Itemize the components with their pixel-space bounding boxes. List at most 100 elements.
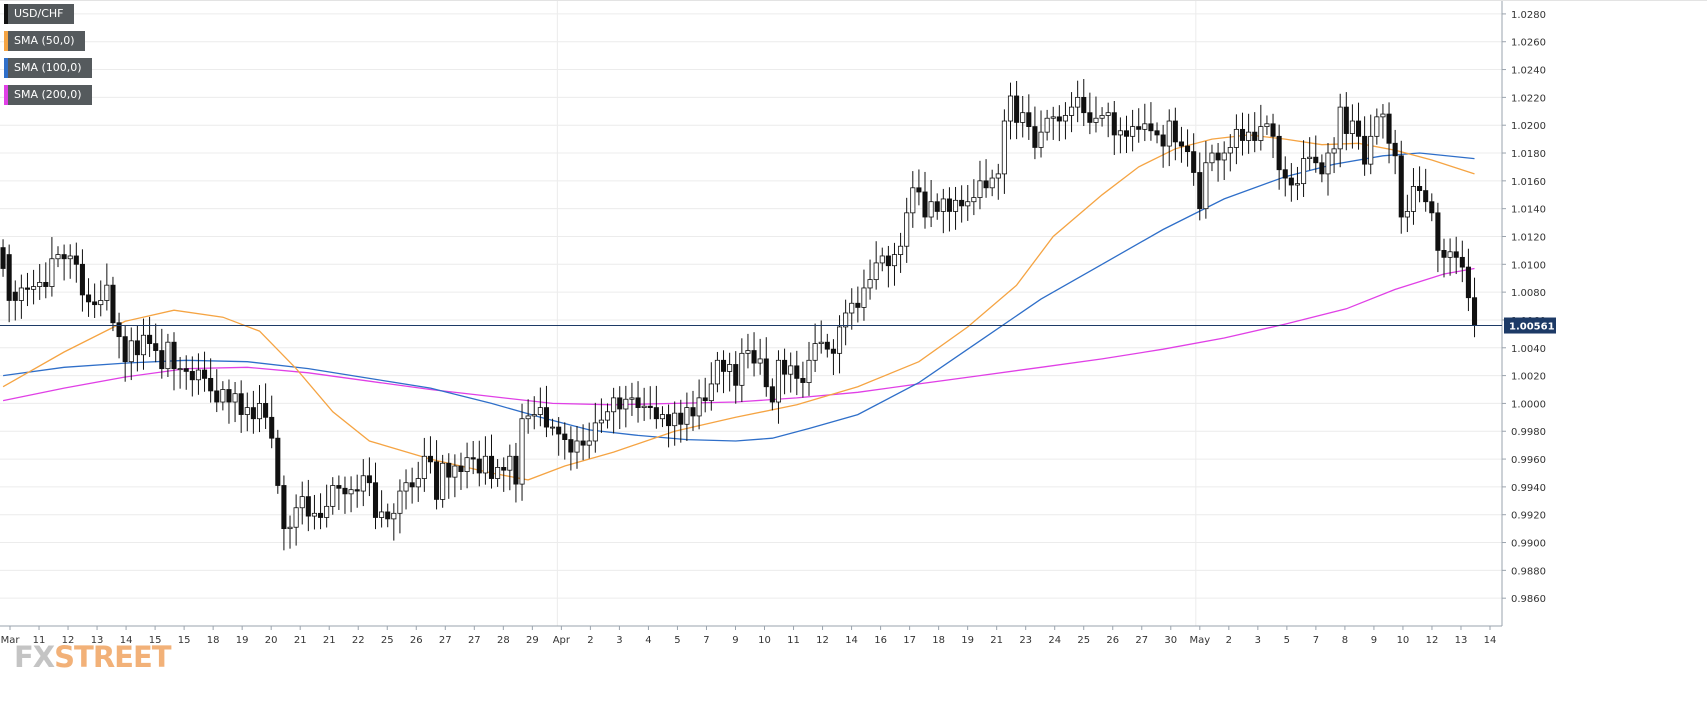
candle-body <box>305 496 311 517</box>
x-tick-label: 12 <box>62 635 75 646</box>
candle-body <box>293 507 299 528</box>
candle-body <box>904 212 910 247</box>
candle-body <box>727 364 733 372</box>
legend-item-sma50[interactable]: SMA (50,0) <box>4 31 85 51</box>
candle-body <box>934 201 940 212</box>
candle-body <box>195 369 201 381</box>
candle-body <box>849 302 855 314</box>
candle-body <box>49 258 55 287</box>
candle-body <box>971 197 977 203</box>
candle-body <box>1105 112 1111 116</box>
x-tick-label: 13 <box>1455 635 1468 646</box>
legend-label-sma200: SMA (200,0) <box>14 88 82 101</box>
candle-body <box>1270 123 1276 137</box>
x-tick-label: 5 <box>1284 635 1290 646</box>
x-tick-label: Mar <box>1 635 21 646</box>
candle-body <box>183 368 189 372</box>
candle-body <box>318 512 324 518</box>
candle-body <box>1020 112 1026 123</box>
candle-body <box>757 358 763 364</box>
candle-body <box>391 512 397 520</box>
x-tick-label: 18 <box>932 635 945 646</box>
candle-body <box>659 414 666 420</box>
candle-body <box>836 326 843 354</box>
candle-body <box>1075 96 1081 108</box>
legend-swatch-usdchf <box>4 4 8 24</box>
y-tick-label: 1.0100 <box>1511 260 1546 271</box>
candle-body <box>855 302 861 308</box>
candle-body <box>1142 123 1148 130</box>
candle-body <box>1368 135 1374 165</box>
candle-body <box>891 254 898 267</box>
candle-body <box>598 419 604 424</box>
candle-body <box>1453 251 1459 258</box>
candle-body <box>586 440 592 446</box>
candle-body <box>24 287 31 290</box>
candle-body <box>415 478 421 488</box>
candle-body <box>18 287 24 301</box>
candle-body <box>98 300 104 306</box>
candle-body <box>495 467 501 479</box>
candle-body <box>122 336 128 363</box>
x-tick-label: May <box>1189 635 1210 646</box>
candle-body <box>165 341 171 370</box>
candle-body <box>61 254 67 260</box>
y-tick-label: 1.0240 <box>1511 66 1546 77</box>
legend-swatch-sma100 <box>4 58 8 78</box>
candle-body <box>1239 128 1246 141</box>
x-tick-label: 14 <box>845 635 858 646</box>
candle-body <box>1014 95 1020 123</box>
x-tick-label: 13 <box>91 635 104 646</box>
x-tick-label: 9 <box>732 635 738 646</box>
candle-body <box>1343 106 1349 134</box>
current-price-badge <box>1504 317 1556 334</box>
candle-body <box>867 279 873 289</box>
candle-body <box>733 364 739 386</box>
legend-item-usdchf[interactable]: USD/CHF <box>4 4 74 24</box>
legend-swatch-sma200 <box>4 85 8 105</box>
candle-body <box>1221 152 1227 161</box>
x-tick-label: 25 <box>381 635 394 646</box>
y-tick-label: 0.9920 <box>1511 511 1546 522</box>
y-tick-label: 1.0200 <box>1511 121 1546 132</box>
candle-body <box>342 487 348 495</box>
x-tick-label: 21 <box>294 635 307 646</box>
candle-body <box>1026 112 1032 127</box>
candle-body <box>818 341 824 345</box>
candle-body <box>476 458 482 474</box>
x-tick-label: 19 <box>961 635 974 646</box>
candle-body <box>1007 95 1014 122</box>
x-tick-label: 7 <box>1313 635 1319 646</box>
x-tick-label: 11 <box>787 635 800 646</box>
y-tick-label: 0.9880 <box>1511 566 1546 577</box>
x-tick-label: 17 <box>903 635 916 646</box>
candle-body <box>1380 113 1386 118</box>
x-tick-label: 15 <box>149 635 162 646</box>
legend-item-sma100[interactable]: SMA (100,0) <box>4 58 92 78</box>
candle-body <box>800 377 806 383</box>
chart-legend: USD/CHF SMA (50,0) SMA (100,0) SMA (200,… <box>4 4 92 112</box>
y-tick-label: 1.0000 <box>1511 399 1546 410</box>
candle-body <box>861 287 867 308</box>
candle-body <box>1136 126 1142 130</box>
y-tick-label: 1.0040 <box>1511 344 1546 355</box>
legend-item-sma200[interactable]: SMA (200,0) <box>4 85 92 105</box>
candle-body <box>812 343 818 361</box>
candle-body <box>1301 158 1307 185</box>
x-tick-label: 14 <box>1484 635 1497 646</box>
candle-body <box>360 475 366 492</box>
x-tick-label: 15 <box>178 635 191 646</box>
candle-body <box>134 340 140 356</box>
candle-body <box>330 485 336 507</box>
candle-body <box>708 383 714 402</box>
candle-body <box>488 455 495 479</box>
candle-body <box>1191 151 1197 173</box>
candle-body <box>1429 201 1435 214</box>
candle-body <box>116 322 122 338</box>
candle-body <box>385 511 391 520</box>
candle-body <box>501 467 507 471</box>
candle-body <box>1069 106 1075 116</box>
candle-body <box>202 369 208 379</box>
